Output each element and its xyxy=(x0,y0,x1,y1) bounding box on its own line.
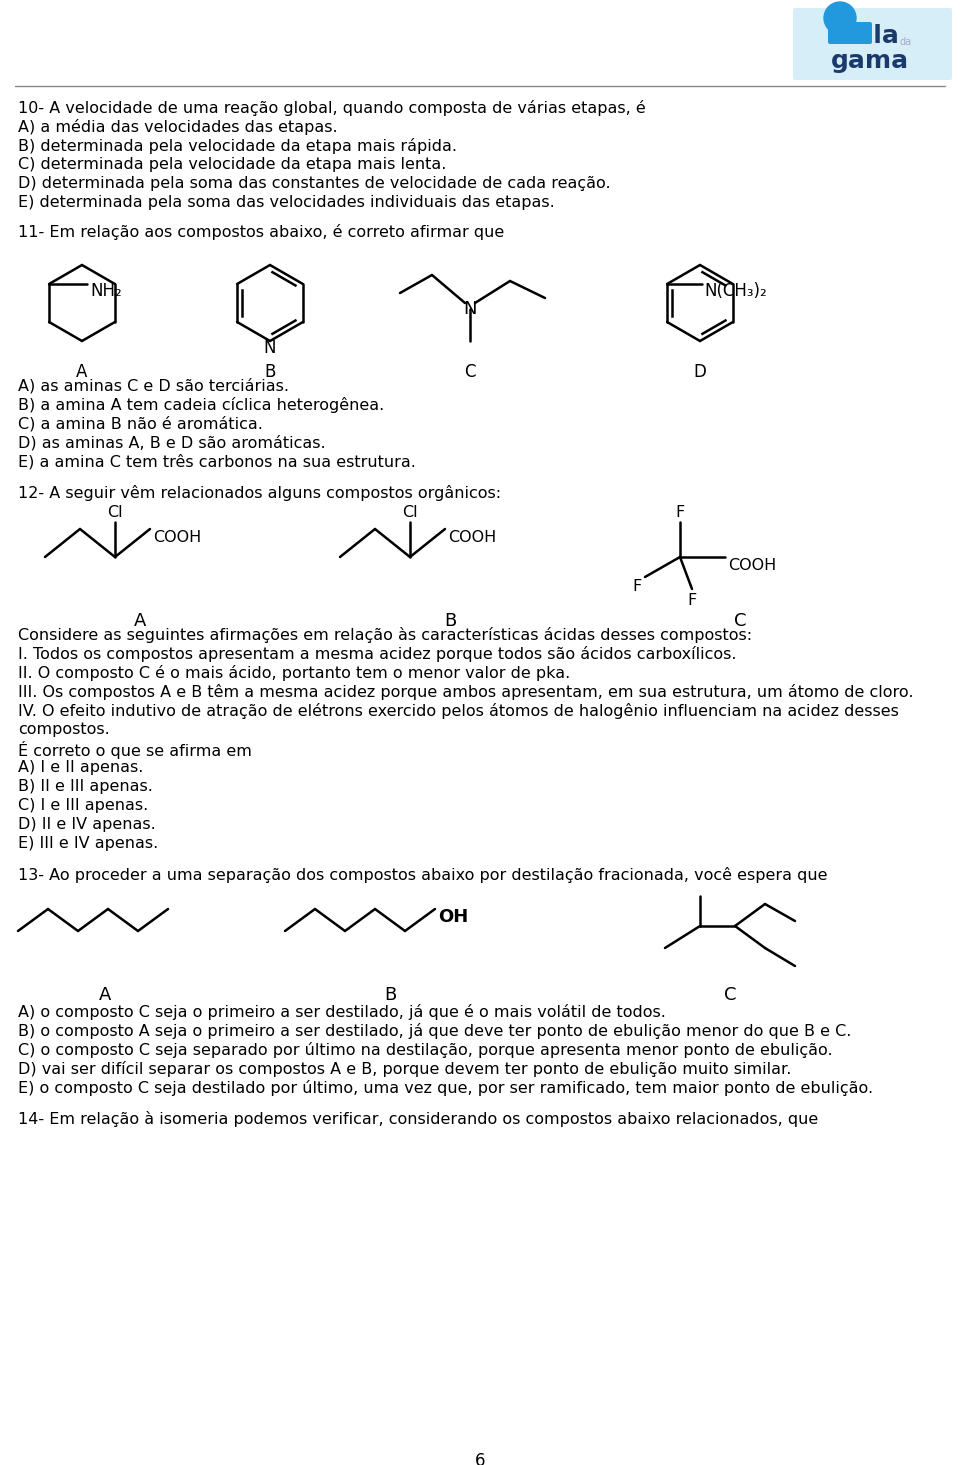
Text: leila: leila xyxy=(840,23,900,48)
Text: D: D xyxy=(693,363,707,381)
Text: E) a amina C tem três carbonos na sua estrutura.: E) a amina C tem três carbonos na sua es… xyxy=(18,454,416,469)
Text: B) II e III apenas.: B) II e III apenas. xyxy=(18,779,153,794)
Text: C) determinada pela velocidade da etapa mais lenta.: C) determinada pela velocidade da etapa … xyxy=(18,157,446,171)
Text: F: F xyxy=(687,593,697,608)
Text: COOH: COOH xyxy=(728,558,777,573)
Text: N(CH₃)₂: N(CH₃)₂ xyxy=(704,281,767,300)
Text: A) I e II apenas.: A) I e II apenas. xyxy=(18,760,143,775)
Text: 6: 6 xyxy=(475,1452,485,1465)
Text: F: F xyxy=(633,579,642,593)
Text: A) a média das velocidades das etapas.: A) a média das velocidades das etapas. xyxy=(18,119,338,135)
Text: III. Os compostos A e B têm a mesma acidez porque ambos apresentam, em sua estru: III. Os compostos A e B têm a mesma acid… xyxy=(18,684,914,700)
FancyBboxPatch shape xyxy=(793,7,952,81)
Text: A) o composto C seja o primeiro a ser destilado, já que é o mais volátil de todo: A) o composto C seja o primeiro a ser de… xyxy=(18,1004,666,1020)
Text: IV. O efeito indutivo de atração de elétrons exercido pelos átomos de halogênio : IV. O efeito indutivo de atração de elét… xyxy=(18,703,899,719)
Text: D) vai ser difícil separar os compostos A e B, porque devem ter ponto de ebuliçã: D) vai ser difícil separar os compostos … xyxy=(18,1061,791,1077)
Text: E) o composto C seja destilado por último, uma vez que, por ser ramificado, tem : E) o composto C seja destilado por últim… xyxy=(18,1080,874,1096)
Text: compostos.: compostos. xyxy=(18,722,109,737)
Text: C) o composto C seja separado por último na destilação, porque apresenta menor p: C) o composto C seja separado por último… xyxy=(18,1042,832,1058)
Text: B: B xyxy=(264,363,276,381)
Text: É correto o que se afirma em: É correto o que se afirma em xyxy=(18,741,252,759)
Text: da: da xyxy=(900,37,912,47)
Text: II. O composto C é o mais ácido, portanto tem o menor valor de pka.: II. O composto C é o mais ácido, portant… xyxy=(18,665,570,681)
Text: B) determinada pela velocidade da etapa mais rápida.: B) determinada pela velocidade da etapa … xyxy=(18,138,457,154)
Text: C) a amina B não é aromática.: C) a amina B não é aromática. xyxy=(18,416,263,432)
Text: 14- Em relação à isomeria podemos verificar, considerando os compostos abaixo re: 14- Em relação à isomeria podemos verifi… xyxy=(18,1110,818,1127)
Text: D) II e IV apenas.: D) II e IV apenas. xyxy=(18,817,156,832)
Text: 13- Ao proceder a uma separação dos compostos abaixo por destilação fracionada, : 13- Ao proceder a uma separação dos comp… xyxy=(18,867,828,883)
Text: D) as aminas A, B e D são aromáticas.: D) as aminas A, B e D são aromáticas. xyxy=(18,435,325,451)
Text: F: F xyxy=(676,505,684,520)
FancyBboxPatch shape xyxy=(828,22,872,44)
Text: B: B xyxy=(384,986,396,1004)
Circle shape xyxy=(824,1,856,34)
Text: B) o composto A seja o primeiro a ser destilado, já que deve ter ponto de ebuliç: B) o composto A seja o primeiro a ser de… xyxy=(18,1023,852,1039)
Text: COOH: COOH xyxy=(448,529,496,545)
Text: Considere as seguintes afirmações em relação às características ácidas desses co: Considere as seguintes afirmações em rel… xyxy=(18,627,752,643)
Text: B) a amina A tem cadeia cíclica heterogênea.: B) a amina A tem cadeia cíclica heterogê… xyxy=(18,397,384,413)
Text: E) determinada pela soma das velocidades individuais das etapas.: E) determinada pela soma das velocidades… xyxy=(18,195,555,209)
Text: Cl: Cl xyxy=(108,505,123,520)
Text: N: N xyxy=(464,300,477,318)
Text: C: C xyxy=(465,363,476,381)
Text: COOH: COOH xyxy=(153,529,202,545)
Text: E) III e IV apenas.: E) III e IV apenas. xyxy=(18,837,158,851)
Text: OH: OH xyxy=(438,908,468,926)
Text: C: C xyxy=(733,612,746,630)
Text: 12- A seguir vêm relacionados alguns compostos orgânicos:: 12- A seguir vêm relacionados alguns com… xyxy=(18,485,501,501)
Text: B: B xyxy=(444,612,456,630)
Text: Cl: Cl xyxy=(402,505,418,520)
Text: C) I e III apenas.: C) I e III apenas. xyxy=(18,798,148,813)
Text: 11- Em relação aos compostos abaixo, é correto afirmar que: 11- Em relação aos compostos abaixo, é c… xyxy=(18,224,504,240)
Text: gama: gama xyxy=(831,48,909,73)
Text: D) determinada pela soma das constantes de velocidade de cada reação.: D) determinada pela soma das constantes … xyxy=(18,176,611,190)
Text: A: A xyxy=(133,612,146,630)
Text: N: N xyxy=(264,338,276,357)
Text: I. Todos os compostos apresentam a mesma acidez porque todos são ácidos carboxíl: I. Todos os compostos apresentam a mesma… xyxy=(18,646,736,662)
Text: A: A xyxy=(99,986,111,1004)
Text: A: A xyxy=(76,363,87,381)
Text: C: C xyxy=(724,986,736,1004)
Text: A) as aminas C e D são terciárias.: A) as aminas C e D são terciárias. xyxy=(18,378,289,394)
Text: NH₂: NH₂ xyxy=(90,281,122,300)
Text: 10- A velocidade de uma reação global, quando composta de várias etapas, é: 10- A velocidade de uma reação global, q… xyxy=(18,100,646,116)
